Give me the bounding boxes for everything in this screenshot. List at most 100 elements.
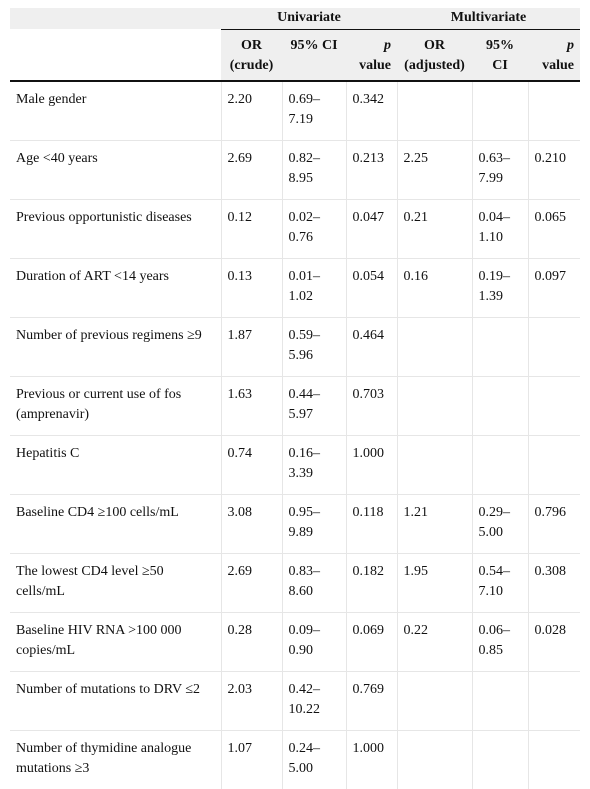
p-multivariate-cell: 0.065 [527, 199, 581, 259]
column-header-row: OR (crude) 95% CI p value OR (adjusted) 9… [10, 29, 581, 82]
p-univariate-cell: 0.054 [345, 258, 398, 318]
p-univariate-cell: 0.182 [345, 553, 398, 613]
row-label: Hepatitis C [10, 435, 221, 495]
row-label: Male gender [10, 80, 221, 141]
table-row: Number of previous regimens ≥9 1.87 0.59… [10, 317, 581, 377]
p-word: value [359, 58, 392, 73]
or-crude-cell: 1.07 [220, 730, 282, 789]
table-row: Baseline CD4 ≥100 cells/mL 3.08 0.95–9.8… [10, 494, 581, 554]
col-or-adjusted: OR (adjusted) [397, 29, 473, 82]
col-ci-univariate: 95% CI [282, 29, 346, 82]
p-multivariate-cell [527, 730, 581, 789]
p-multivariate-cell: 0.796 [527, 494, 581, 554]
or-adjusted-cell [396, 80, 473, 141]
col-or-crude: OR (crude) [221, 29, 282, 82]
row-label: Baseline HIV RNA >100 000 copies/mL [10, 612, 221, 672]
p-multivariate-cell: 0.097 [527, 258, 581, 318]
col-ci-multivariate: 95% CI [472, 29, 529, 82]
ci-univariate-cell: 0.82–8.95 [281, 140, 346, 200]
ci-univariate-cell: 0.83–8.60 [281, 553, 346, 613]
ci-multivariate-cell: 0.54–7.10 [471, 553, 529, 613]
or-crude-cell: 0.74 [220, 435, 282, 495]
row-label: Previous or current use of fos (amprenav… [10, 376, 221, 436]
table-row: Male gender 2.20 0.69–7.19 0.342 [10, 80, 581, 141]
table-row: Baseline HIV RNA >100 000 copies/mL 0.28… [10, 612, 581, 672]
p-univariate-cell: 0.464 [345, 317, 398, 377]
table-header: Univariate Multivariate OR (crude) 95% C… [10, 8, 581, 82]
or-adjusted-cell: 1.21 [396, 494, 473, 554]
ci-univariate-cell: 0.24–5.00 [281, 730, 346, 789]
row-label: Duration of ART <14 years [10, 258, 221, 318]
table-row: Previous opportunistic diseases 0.12 0.0… [10, 199, 581, 259]
group-univariate: Univariate [221, 8, 398, 30]
row-label: Previous opportunistic diseases [10, 199, 221, 259]
ci-univariate-cell: 0.95–9.89 [281, 494, 346, 554]
p-symbol: p [384, 37, 392, 53]
or-adjusted-cell: 1.95 [396, 553, 473, 613]
p-multivariate-cell [527, 376, 581, 436]
col-p-multivariate: p value [528, 29, 581, 82]
or-adjusted-cell [396, 376, 473, 436]
p-multivariate-cell [527, 435, 581, 495]
table-row: Previous or current use of fos (amprenav… [10, 376, 581, 436]
ci-multivariate-cell: 0.29–5.00 [471, 494, 529, 554]
p-univariate-cell: 0.118 [345, 494, 398, 554]
p-multivariate-cell: 0.028 [527, 612, 581, 672]
ci-multivariate-cell [471, 376, 529, 436]
header-label-cell [10, 29, 221, 82]
table-row: Hepatitis C 0.74 0.16–3.39 1.000 [10, 435, 581, 495]
p-multivariate-cell [527, 671, 581, 731]
ci-univariate-cell: 0.69–7.19 [281, 80, 346, 141]
p-univariate-cell: 0.213 [345, 140, 398, 200]
or-adjusted-cell [396, 435, 473, 495]
ci-multivariate-cell [471, 317, 529, 377]
or-crude-cell: 3.08 [220, 494, 282, 554]
ci-multivariate-cell [471, 80, 529, 141]
p-univariate-cell: 0.769 [345, 671, 398, 731]
row-label: Number of thymidine analogue mutations ≥… [10, 730, 221, 789]
ci-univariate-cell: 0.02–0.76 [281, 199, 346, 259]
p-univariate-cell: 0.069 [345, 612, 398, 672]
group-header-row: Univariate Multivariate [10, 8, 581, 30]
or-crude-cell: 2.20 [220, 80, 282, 141]
col-p-univariate: p value [346, 29, 398, 82]
table-row: Number of mutations to DRV ≤2 2.03 0.42–… [10, 671, 581, 731]
table-row: Age <40 years 2.69 0.82–8.95 0.213 2.25 … [10, 140, 581, 200]
ci-multivariate-cell: 0.63–7.99 [471, 140, 529, 200]
ci-univariate-cell: 0.16–3.39 [281, 435, 346, 495]
or-crude-cell: 1.87 [220, 317, 282, 377]
header-blank-cell [10, 8, 221, 29]
row-label: Age <40 years [10, 140, 221, 200]
p-multivariate-cell: 0.210 [527, 140, 581, 200]
or-adjusted-cell [396, 317, 473, 377]
p-univariate-cell: 0.703 [345, 376, 398, 436]
p-univariate-cell: 0.047 [345, 199, 398, 259]
p-word: value [542, 58, 575, 73]
group-multivariate: Multivariate [397, 8, 581, 30]
or-crude-cell: 1.63 [220, 376, 282, 436]
ci-multivariate-cell: 0.04–1.10 [471, 199, 529, 259]
row-label: Number of previous regimens ≥9 [10, 317, 221, 377]
or-crude-cell: 2.69 [220, 140, 282, 200]
or-adjusted-cell [396, 671, 473, 731]
p-univariate-cell: 1.000 [345, 435, 398, 495]
ci-multivariate-cell: 0.19–1.39 [471, 258, 529, 318]
table-body: Male gender 2.20 0.69–7.19 0.342 Age <40… [10, 80, 581, 789]
or-crude-cell: 2.03 [220, 671, 282, 731]
ci-univariate-cell: 0.09–0.90 [281, 612, 346, 672]
results-table: Univariate Multivariate OR (crude) 95% C… [10, 8, 581, 789]
p-multivariate-cell [527, 317, 581, 377]
or-crude-cell: 0.13 [220, 258, 282, 318]
ci-univariate-cell: 0.59–5.96 [281, 317, 346, 377]
table-row: Duration of ART <14 years 0.13 0.01–1.02… [10, 258, 581, 318]
ci-multivariate-cell [471, 730, 529, 789]
p-symbol: p [567, 37, 575, 53]
ci-univariate-cell: 0.01–1.02 [281, 258, 346, 318]
row-label: The lowest CD4 level ≥50 cells/mL [10, 553, 221, 613]
ci-univariate-cell: 0.44–5.97 [281, 376, 346, 436]
ci-multivariate-cell: 0.06–0.85 [471, 612, 529, 672]
table-row: Number of thymidine analogue mutations ≥… [10, 730, 581, 789]
or-adjusted-cell: 0.22 [396, 612, 473, 672]
ci-multivariate-cell [471, 671, 529, 731]
or-adjusted-cell: 2.25 [396, 140, 473, 200]
